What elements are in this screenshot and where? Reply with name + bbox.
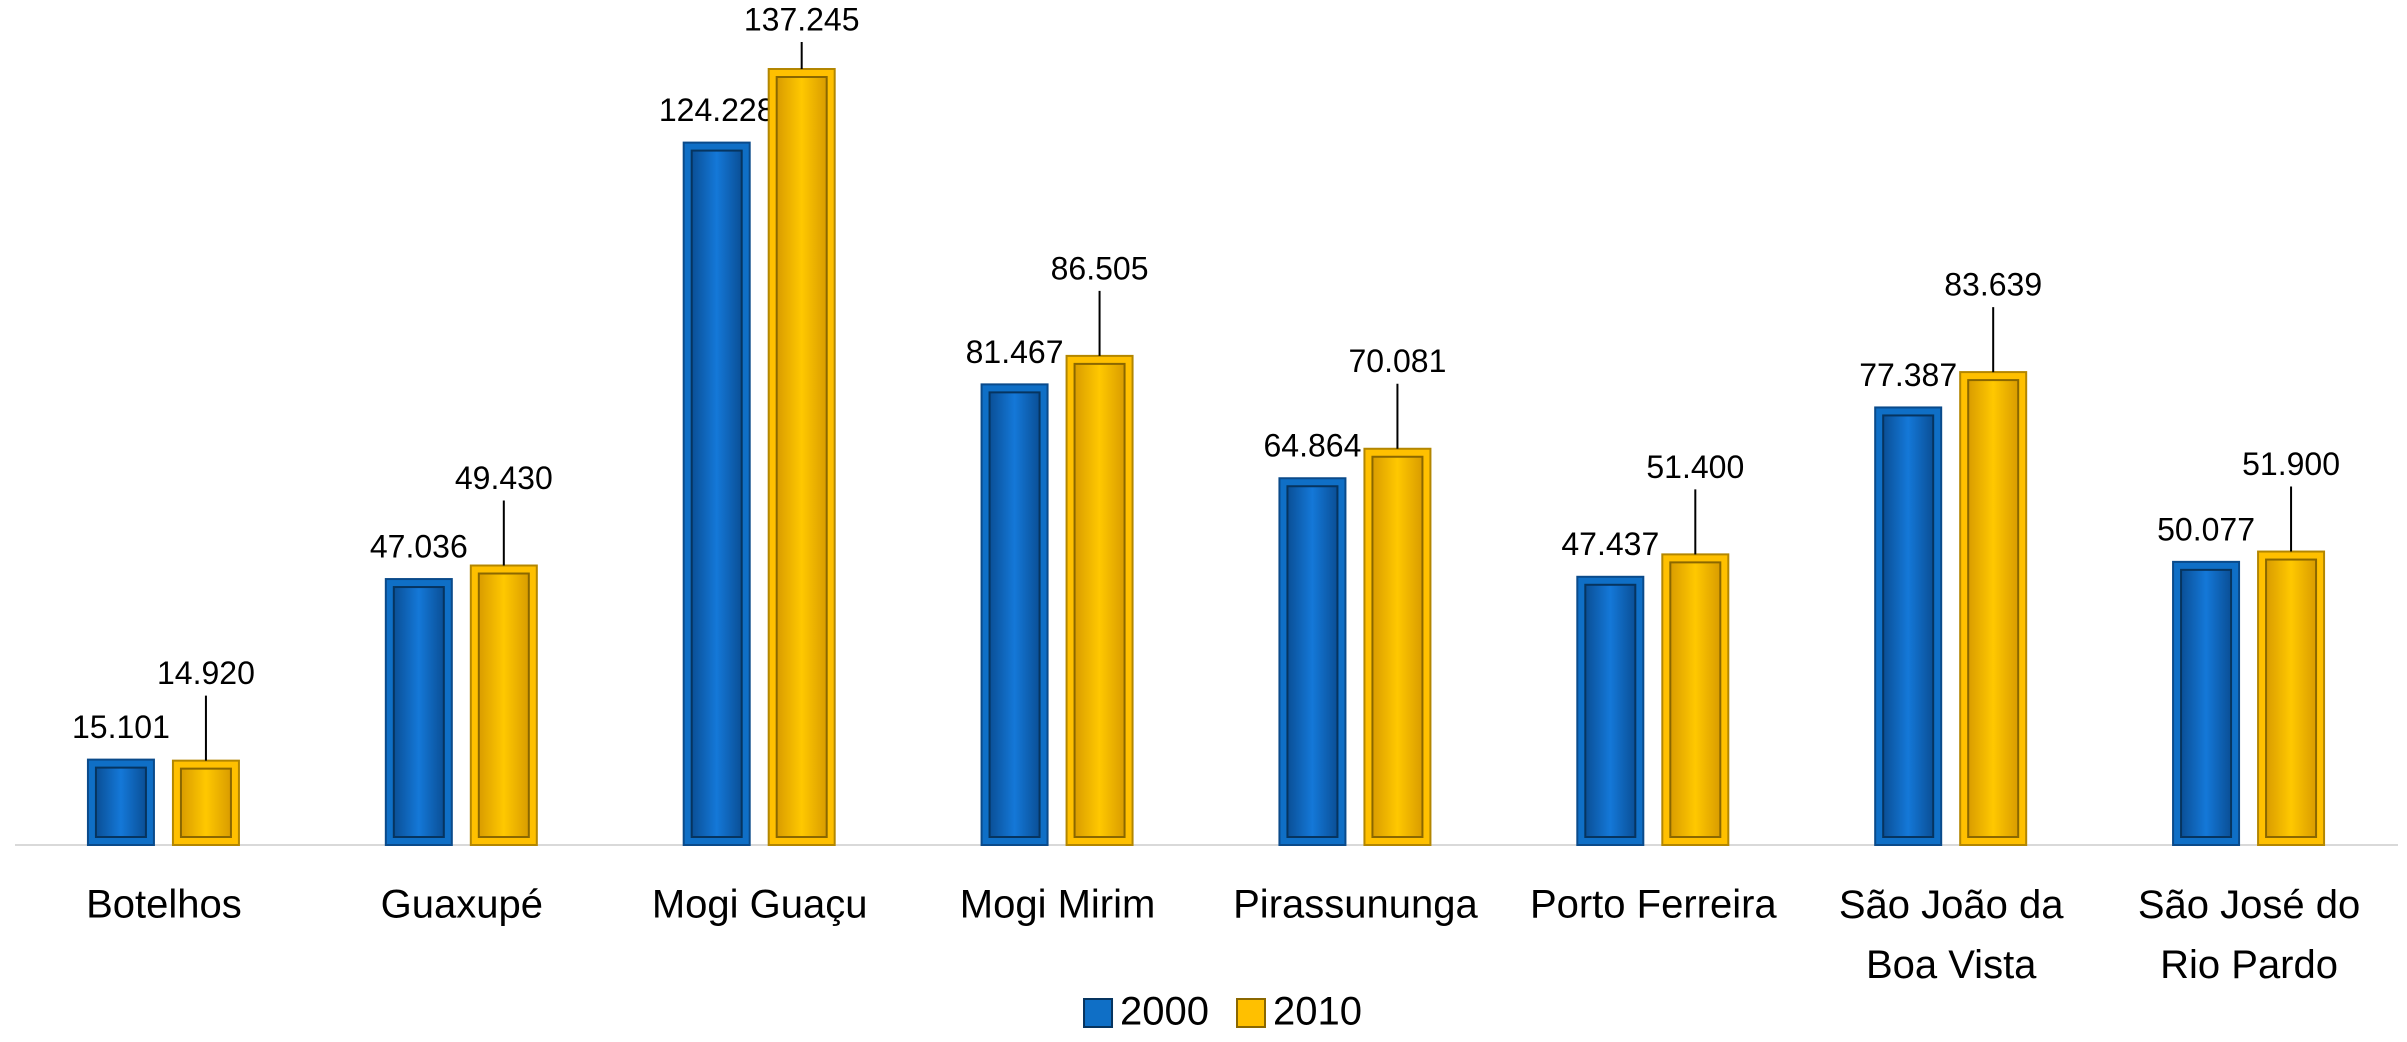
bar-bevel bbox=[2265, 558, 2318, 839]
data-label: 83.639 bbox=[1944, 267, 2042, 303]
legend: 2000 2010 bbox=[1083, 990, 1362, 1034]
bar-bevel bbox=[392, 586, 445, 839]
x-tick-label: Mogi Mirim bbox=[960, 883, 1156, 927]
bar-bevel bbox=[1073, 362, 1126, 838]
data-label: 137.245 bbox=[744, 1, 860, 37]
x-tick-label: Botelhos bbox=[86, 883, 242, 927]
legend-swatch bbox=[1083, 998, 1114, 1028]
x-tick-label: São João da Boa Vista bbox=[1839, 883, 2064, 987]
bar-bevel bbox=[1286, 485, 1339, 838]
legend-label: 2000 bbox=[1120, 990, 1209, 1034]
legend-label: 2010 bbox=[1273, 990, 1362, 1034]
data-label: 77.387 bbox=[1859, 357, 1957, 393]
bar-bevel bbox=[179, 767, 232, 839]
bar-bevel bbox=[2180, 568, 2233, 838]
data-label: 15.101 bbox=[72, 709, 170, 745]
data-label: 124.228 bbox=[659, 92, 775, 128]
data-label: 47.437 bbox=[1561, 526, 1659, 562]
data-label: 51.900 bbox=[2242, 446, 2340, 482]
x-tick-label: Mogi Guaçu bbox=[652, 883, 868, 927]
x-tick-label: Guaxupé bbox=[381, 883, 543, 927]
bar-bevel bbox=[1371, 455, 1424, 838]
bar-bevel bbox=[1584, 583, 1637, 838]
data-label: 50.077 bbox=[2157, 511, 2255, 547]
legend-swatch bbox=[1236, 998, 1266, 1028]
data-label: 51.400 bbox=[1646, 449, 1744, 485]
bar-bevel bbox=[1882, 414, 1935, 838]
data-label: 86.505 bbox=[1051, 250, 1149, 286]
x-tick-label: Porto Ferreira bbox=[1530, 883, 1777, 927]
data-label: 81.467 bbox=[966, 334, 1064, 370]
bar-bevel bbox=[988, 391, 1041, 838]
x-tick-label: São José do Rio Pardo bbox=[2138, 883, 2360, 987]
x-tick-label: Pirassununga bbox=[1233, 883, 1478, 927]
bar-bevel bbox=[690, 149, 743, 838]
bar-bevel bbox=[775, 76, 828, 838]
bar-bevel bbox=[1967, 379, 2020, 838]
data-label: 64.864 bbox=[1264, 428, 1362, 464]
data-label: 70.081 bbox=[1349, 343, 1447, 379]
data-label: 47.036 bbox=[370, 529, 468, 565]
data-label: 14.920 bbox=[157, 655, 255, 691]
bar-bevel bbox=[1669, 561, 1722, 838]
data-label: 49.430 bbox=[455, 460, 553, 496]
bar-bevel bbox=[94, 766, 147, 839]
bar-bevel bbox=[477, 572, 530, 838]
